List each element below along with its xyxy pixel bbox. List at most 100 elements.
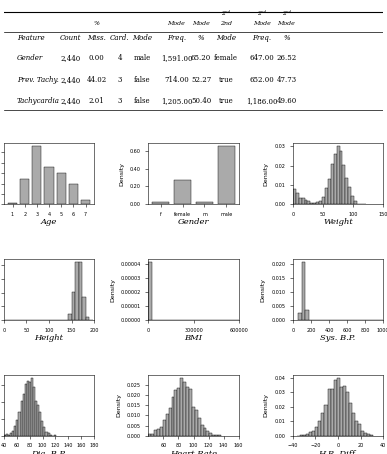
Text: true: true <box>218 97 233 105</box>
Bar <box>48 433 50 436</box>
Text: %: % <box>94 21 100 26</box>
Bar <box>6 434 8 436</box>
Bar <box>166 414 169 436</box>
Bar <box>195 410 198 436</box>
Bar <box>302 262 305 320</box>
Bar <box>192 407 195 436</box>
Bar <box>337 146 339 204</box>
Bar <box>305 200 307 204</box>
Bar <box>351 196 354 204</box>
Text: 2.01: 2.01 <box>89 97 104 105</box>
Bar <box>339 151 342 204</box>
Text: true: true <box>218 76 233 84</box>
Bar <box>32 146 41 204</box>
Text: false: false <box>134 97 151 105</box>
Y-axis label: Density: Density <box>260 277 265 301</box>
Bar <box>334 380 337 436</box>
Text: Feature: Feature <box>17 35 45 42</box>
Text: %: % <box>283 35 290 42</box>
Bar <box>19 412 21 436</box>
Bar <box>301 198 305 204</box>
Text: Freq.: Freq. <box>252 35 271 42</box>
Bar <box>328 179 331 204</box>
Text: Mode: Mode <box>192 21 210 26</box>
Text: 714.00: 714.00 <box>164 76 189 84</box>
X-axis label: Sys. B.P.: Sys. B.P. <box>320 334 356 342</box>
Bar <box>322 413 324 436</box>
Text: 49.60: 49.60 <box>276 97 296 105</box>
Bar <box>325 188 328 204</box>
Bar <box>319 201 322 204</box>
Bar <box>307 202 310 204</box>
Text: 2,440: 2,440 <box>60 76 80 84</box>
Text: false: false <box>134 76 151 84</box>
X-axis label: BMI: BMI <box>185 334 202 342</box>
Bar <box>215 435 218 436</box>
Text: 2,440: 2,440 <box>60 54 80 62</box>
Bar <box>8 435 10 436</box>
Bar <box>209 433 212 436</box>
Bar <box>79 262 82 320</box>
X-axis label: Weight: Weight <box>323 218 353 226</box>
Bar <box>25 384 27 436</box>
Bar <box>330 389 334 436</box>
Text: Mode: Mode <box>277 21 295 26</box>
Bar <box>200 424 204 436</box>
Text: Card.: Card. <box>110 35 129 42</box>
X-axis label: Gender: Gender <box>178 218 209 226</box>
X-axis label: Age: Age <box>41 218 57 226</box>
Bar <box>324 405 327 436</box>
Bar <box>322 197 325 204</box>
Text: Mode: Mode <box>253 21 271 26</box>
Bar <box>345 178 348 204</box>
Bar <box>206 431 209 436</box>
Text: %: % <box>198 35 204 42</box>
Bar <box>293 189 296 204</box>
Bar <box>82 297 86 320</box>
Bar <box>189 389 192 436</box>
Bar <box>45 167 53 204</box>
Bar <box>148 434 151 436</box>
Bar <box>75 262 79 320</box>
Bar <box>316 202 319 204</box>
Text: 3: 3 <box>117 97 122 105</box>
Bar <box>22 394 25 436</box>
Bar <box>12 431 14 436</box>
Bar <box>310 203 313 204</box>
Bar <box>57 173 66 204</box>
Bar <box>361 431 364 436</box>
Bar <box>352 413 355 436</box>
Bar <box>303 435 306 436</box>
Bar <box>331 164 334 204</box>
Text: Tachycardia: Tachycardia <box>17 97 60 105</box>
Text: 47.73: 47.73 <box>276 76 296 84</box>
Bar <box>306 434 309 436</box>
Bar <box>37 405 39 436</box>
Bar <box>41 421 43 436</box>
Y-axis label: Density: Density <box>110 277 115 301</box>
Bar <box>160 427 163 436</box>
Bar <box>300 435 303 436</box>
Text: 2ⁿᵈ: 2ⁿᵈ <box>282 11 291 16</box>
X-axis label: Height: Height <box>34 334 63 342</box>
Bar <box>340 387 343 436</box>
Bar <box>367 434 370 436</box>
Bar <box>72 292 75 320</box>
Y-axis label: Density: Density <box>119 162 124 186</box>
Bar <box>305 310 308 320</box>
Bar <box>313 203 316 204</box>
Bar <box>20 179 29 204</box>
Bar <box>175 390 177 436</box>
Bar <box>50 435 52 436</box>
Text: 2ⁿᵈ: 2ⁿᵈ <box>221 11 230 16</box>
Bar <box>157 429 160 436</box>
Text: male: male <box>134 54 151 62</box>
Text: 647.00: 647.00 <box>249 54 274 62</box>
Text: Prev. Tachy.: Prev. Tachy. <box>17 76 59 84</box>
Bar <box>196 202 212 204</box>
Bar <box>198 418 200 436</box>
Bar <box>31 378 33 436</box>
Text: Mode: Mode <box>168 21 185 26</box>
Bar <box>312 431 315 436</box>
Text: 3: 3 <box>117 76 122 84</box>
